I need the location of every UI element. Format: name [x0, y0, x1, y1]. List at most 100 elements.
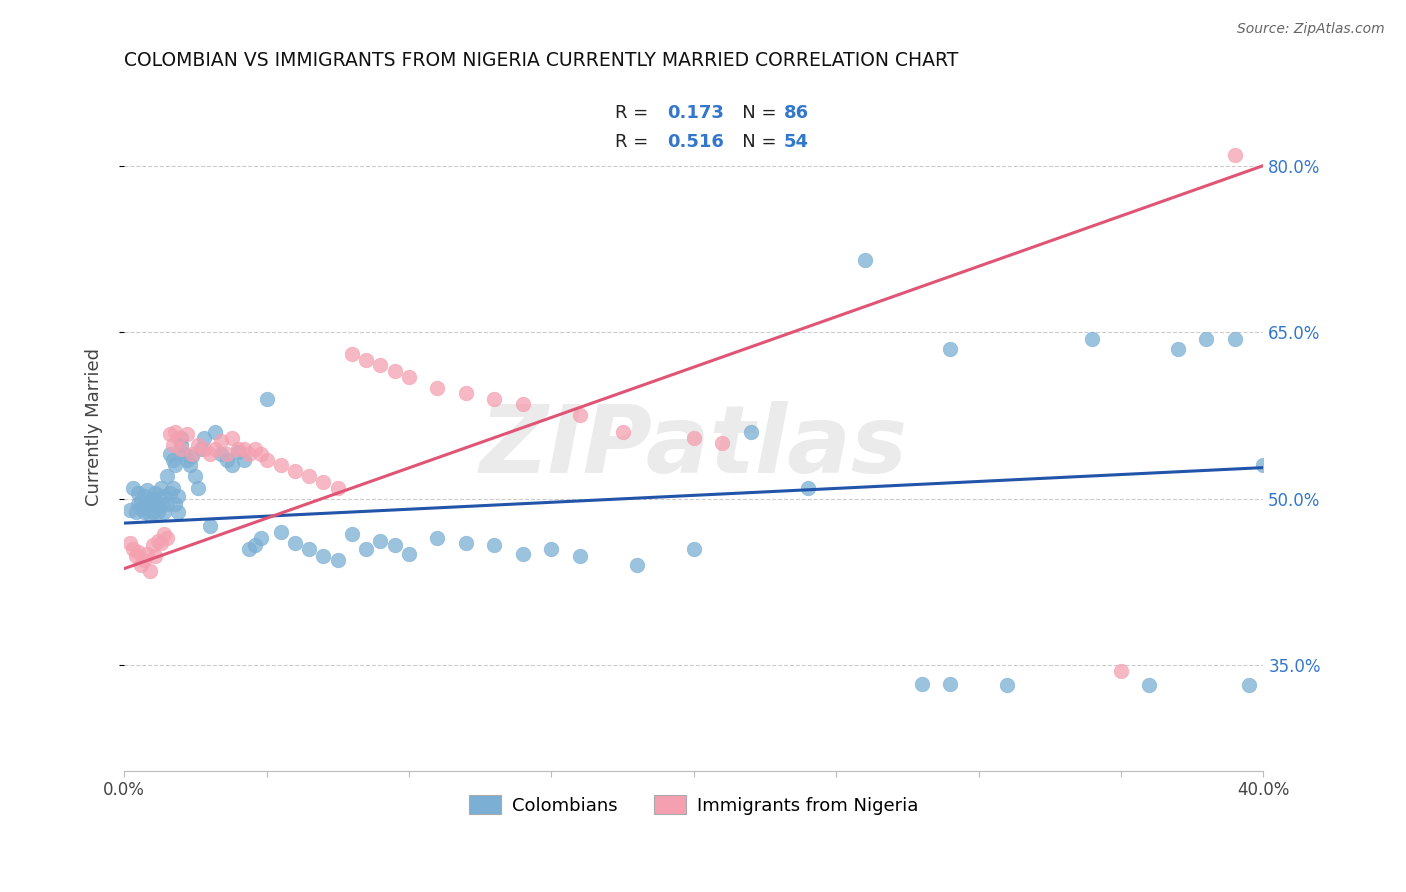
Text: 0.173: 0.173 [668, 104, 724, 122]
Point [238, 541, 260, 556]
Point [118, 536, 141, 550]
Point [181, 447, 204, 461]
Point [135, 547, 157, 561]
Point [221, 458, 243, 473]
Text: 54: 54 [783, 133, 808, 151]
Point [1139, 678, 1161, 692]
Point [711, 436, 734, 450]
Point [484, 392, 506, 406]
Point [135, 483, 157, 497]
Point [121, 541, 143, 556]
Text: COLOMBIAN VS IMMIGRANTS FROM NIGERIA CURRENTLY MARRIED CORRELATION CHART: COLOMBIAN VS IMMIGRANTS FROM NIGERIA CUR… [124, 51, 959, 70]
Point [270, 524, 292, 539]
Point [1081, 332, 1104, 346]
Point [340, 527, 363, 541]
Point [150, 536, 173, 550]
Point [132, 505, 155, 519]
Point [256, 392, 278, 406]
Point [204, 442, 226, 456]
Point [148, 500, 170, 515]
Point [148, 533, 170, 548]
Point [384, 538, 406, 552]
Point [326, 481, 349, 495]
Point [284, 536, 307, 550]
Point [167, 431, 190, 445]
Point [127, 486, 149, 500]
Text: R =: R = [614, 133, 654, 151]
Point [284, 464, 307, 478]
Point [226, 442, 249, 456]
Point [153, 490, 176, 504]
Point [153, 505, 176, 519]
Point [568, 409, 591, 423]
Legend: Colombians, Immigrants from Nigeria: Colombians, Immigrants from Nigeria [460, 786, 928, 823]
Point [165, 425, 187, 439]
Point [156, 469, 179, 483]
Point [165, 497, 187, 511]
Point [1223, 332, 1246, 346]
Point [135, 497, 157, 511]
Point [250, 447, 273, 461]
Point [354, 541, 377, 556]
Point [298, 469, 321, 483]
Point [454, 536, 477, 550]
Point [198, 447, 221, 461]
Point [173, 447, 195, 461]
Text: 0.516: 0.516 [668, 133, 724, 151]
Point [145, 549, 167, 564]
Point [139, 508, 162, 523]
Point [124, 549, 146, 564]
Point [232, 442, 254, 456]
Point [159, 486, 181, 500]
Point [910, 677, 932, 691]
Point [165, 458, 187, 473]
Point [176, 453, 198, 467]
Point [226, 445, 249, 459]
Point [159, 447, 181, 461]
Point [187, 481, 209, 495]
Point [198, 519, 221, 533]
Point [1253, 458, 1275, 473]
Point [1167, 342, 1189, 356]
Point [354, 352, 377, 367]
Point [243, 442, 266, 456]
Point [243, 538, 266, 552]
Point [853, 252, 876, 267]
Text: N =: N = [725, 133, 783, 151]
Point [162, 438, 184, 452]
Point [939, 342, 962, 356]
Point [170, 442, 193, 456]
Point [796, 481, 818, 495]
Text: N =: N = [725, 104, 783, 122]
Point [162, 481, 184, 495]
Point [939, 677, 962, 691]
Point [150, 481, 173, 495]
Point [221, 431, 243, 445]
Point [187, 438, 209, 452]
Point [540, 541, 562, 556]
Point [132, 553, 155, 567]
Point [384, 364, 406, 378]
Point [209, 447, 232, 461]
Point [370, 359, 392, 373]
Point [256, 453, 278, 467]
Point [153, 527, 176, 541]
Point [193, 442, 215, 456]
Point [127, 545, 149, 559]
Point [270, 458, 292, 473]
Point [204, 425, 226, 439]
Point [250, 531, 273, 545]
Point [162, 453, 184, 467]
Point [167, 505, 190, 519]
Point [312, 549, 335, 564]
Point [209, 434, 232, 448]
Point [124, 505, 146, 519]
Point [142, 538, 165, 552]
Point [1223, 147, 1246, 161]
Point [156, 531, 179, 545]
Point [193, 431, 215, 445]
Point [426, 381, 449, 395]
Point [129, 500, 152, 515]
Point [159, 427, 181, 442]
Point [512, 397, 534, 411]
